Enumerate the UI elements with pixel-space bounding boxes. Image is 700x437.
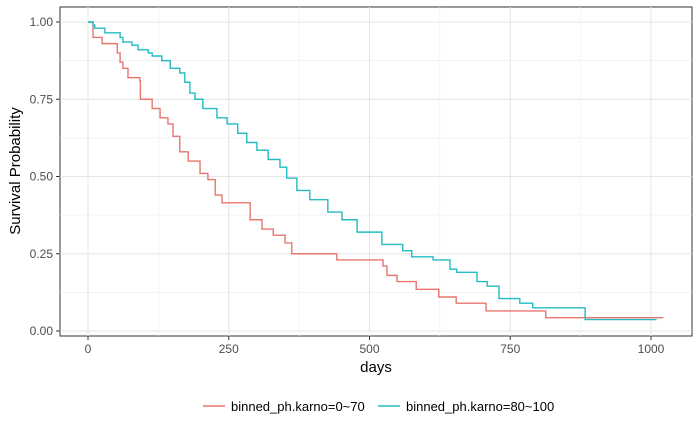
series-lines	[88, 21, 664, 321]
gridlines	[60, 7, 692, 336]
x-tick-label: 750	[500, 342, 520, 356]
x-tick-label: 0	[85, 342, 92, 356]
legend-label-0-70: binned_ph.karno=0~70	[231, 399, 365, 414]
x-tick-label: 1000	[638, 342, 665, 356]
y-tick-label: 0.25	[30, 247, 54, 261]
x-tick-label: 250	[219, 342, 239, 356]
y-axis-label: Survival Probability	[7, 107, 24, 235]
y-axis: 0.00 0.25 0.50 0.75 1.00	[30, 15, 60, 338]
y-tick-label: 0.00	[30, 324, 54, 338]
x-axis-label: days	[360, 359, 392, 376]
x-axis: 0 250 500 750 1000	[85, 336, 665, 356]
survival-curve-0-70	[88, 21, 664, 319]
survival-curve-80-100	[88, 21, 657, 321]
y-tick-label: 0.50	[30, 170, 54, 184]
y-tick-label: 0.75	[30, 92, 54, 106]
legend-label-80-100: binned_ph.karno=80~100	[406, 399, 554, 414]
y-tick-label: 1.00	[30, 15, 54, 29]
x-tick-label: 500	[359, 342, 379, 356]
plot-panel	[59, 6, 693, 337]
legend: binned_ph.karno=0~70 binned_ph.karno=80~…	[203, 399, 554, 414]
